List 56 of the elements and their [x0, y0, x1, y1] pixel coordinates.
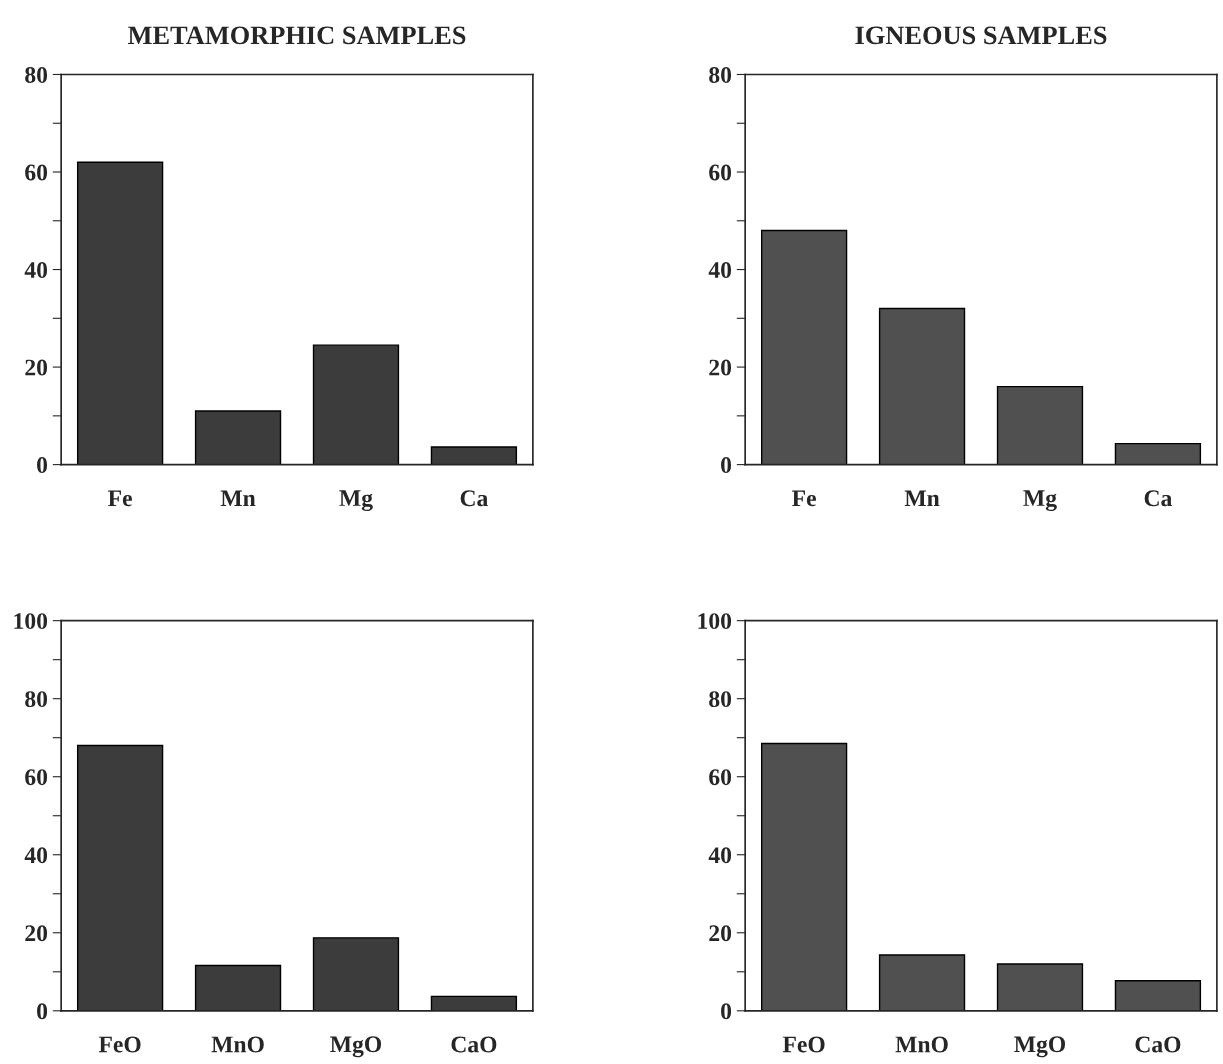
y-tick-label: 80 — [25, 66, 48, 83]
bar — [312, 937, 400, 1011]
y-tick-label: 20 — [709, 925, 732, 942]
x-tick-label: Mn — [220, 490, 256, 506]
y-tick-label: 60 — [25, 164, 48, 181]
x-tick-label: FeO — [98, 1036, 141, 1053]
bar — [760, 229, 848, 465]
x-tick-label: MnO — [211, 1036, 264, 1053]
chart-title: METAMORPHIC SAMPLES — [128, 26, 466, 45]
bar — [878, 307, 966, 465]
y-tick-label: 40 — [708, 847, 732, 864]
bar — [76, 744, 164, 1011]
y-tick-label: 0 — [721, 1003, 732, 1020]
bar — [1114, 442, 1202, 465]
bar — [1114, 980, 1202, 1011]
x-tick-label: Mg — [1023, 490, 1057, 512]
y-tick-label: 20 — [709, 359, 732, 376]
y-tick-label: 80 — [709, 691, 732, 708]
y-tick-label: 40 — [24, 262, 48, 278]
y-tick-label: 60 — [709, 769, 732, 786]
y-tick-label: 0 — [37, 1003, 48, 1020]
x-tick-label: FeO — [782, 1036, 825, 1053]
y-tick-label: 80 — [709, 66, 732, 83]
x-tick-label: MgO — [330, 1036, 382, 1058]
x-tick-label: Mn — [904, 490, 940, 506]
x-tick-label: Ca — [460, 490, 488, 507]
x-tick-label: MnO — [895, 1036, 948, 1053]
x-tick-label: CaO — [451, 1036, 497, 1053]
chart-title: IGNEOUS SAMPLES — [855, 26, 1107, 45]
y-tick-label: 0 — [37, 457, 48, 474]
x-tick-label: MgO — [1014, 1036, 1066, 1058]
y-tick-label: 60 — [25, 769, 48, 786]
y-tick-label: 20 — [25, 925, 48, 942]
y-tick-label: 40 — [708, 262, 732, 278]
y-tick-label: 0 — [721, 457, 732, 474]
bar — [760, 742, 848, 1011]
y-tick-label: 40 — [24, 847, 48, 864]
y-tick-label: 80 — [25, 691, 48, 708]
y-tick-label: 100 — [698, 613, 732, 630]
bar — [996, 963, 1084, 1011]
bar — [996, 385, 1084, 465]
x-tick-label: CaO — [1135, 1036, 1181, 1053]
bar — [76, 161, 164, 465]
x-tick-label: Fe — [792, 490, 816, 507]
bar — [194, 964, 282, 1011]
bar — [878, 954, 966, 1011]
bar — [312, 344, 400, 465]
y-tick-label: 60 — [709, 164, 732, 181]
bar — [430, 446, 518, 465]
x-tick-label: Fe — [108, 490, 132, 507]
bar — [194, 410, 282, 465]
x-tick-label: Mg — [339, 490, 373, 512]
x-tick-label: Ca — [1144, 490, 1172, 507]
y-tick-label: 20 — [25, 359, 48, 376]
y-tick-label: 100 — [14, 613, 48, 630]
bar — [430, 995, 518, 1011]
